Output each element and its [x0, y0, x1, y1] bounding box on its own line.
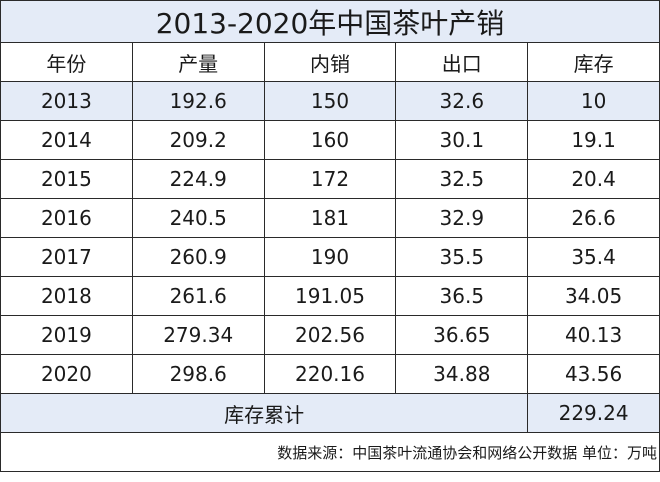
table-cell: 160: [263, 120, 397, 160]
table-cell: 2013: [0, 81, 133, 121]
table-cell: 2020: [0, 354, 133, 394]
table-cell: 202.56: [263, 315, 397, 355]
table-cell: 191.05: [263, 276, 397, 316]
table-cell: 40.13: [527, 315, 660, 355]
table-row: 2019 279.34 202.56 36.65 40.13: [0, 315, 660, 355]
table-cell: 34.88: [395, 354, 529, 394]
table-cell: 2019: [0, 315, 133, 355]
table-cell: 224.9: [131, 159, 265, 199]
table-title: 2013-2020年中国茶叶产销: [0, 0, 660, 43]
table-cell: 32.9: [395, 198, 529, 238]
tea-production-table: 2013-2020年中国茶叶产销 年份 产量 内销 出口 库存 2013 192.6 150…: [0, 0, 660, 472]
table-cell: 279.34: [131, 315, 265, 355]
table-row: 2014 209.2 160 30.1 19.1: [0, 120, 660, 160]
table-cell: 150: [263, 81, 397, 121]
column-header: 年份: [0, 42, 133, 82]
table-cell: 2018: [0, 276, 133, 316]
table-cell: 20.4: [527, 159, 660, 199]
summary-row: 库存累计 229.24: [0, 393, 660, 433]
table-cell: 298.6: [131, 354, 265, 394]
table-cell: 2015: [0, 159, 133, 199]
table-cell: 43.56: [527, 354, 660, 394]
table-row: 2016 240.5 181 32.9 26.6: [0, 198, 660, 238]
table-cell: 26.6: [527, 198, 660, 238]
table-row: 2020 298.6 220.16 34.88 43.56: [0, 354, 660, 394]
table-cell: 32.5: [395, 159, 529, 199]
table-cell: 172: [263, 159, 397, 199]
table-cell: 220.16: [263, 354, 397, 394]
table-cell: 190: [263, 237, 397, 277]
table-cell: 260.9: [131, 237, 265, 277]
summary-value: 229.24: [527, 393, 660, 433]
table-cell: 30.1: [395, 120, 529, 160]
table-cell: 36.65: [395, 315, 529, 355]
header-row: 年份 产量 内销 出口 库存: [0, 42, 660, 82]
table-cell: 2014: [0, 120, 133, 160]
table-cell: 261.6: [131, 276, 265, 316]
column-header: 产量: [131, 42, 265, 82]
footnote: 数据来源：中国茶叶流通协会和网络公开数据 单位：万吨: [0, 432, 660, 472]
column-header: 库存: [527, 42, 660, 82]
summary-label: 库存累计: [0, 393, 529, 433]
table-cell: 240.5: [131, 198, 265, 238]
table-cell: 2016: [0, 198, 133, 238]
table-cell: 36.5: [395, 276, 529, 316]
table-cell: 35.4: [527, 237, 660, 277]
table-cell: 2017: [0, 237, 133, 277]
table-cell: 35.5: [395, 237, 529, 277]
table-cell: 34.05: [527, 276, 660, 316]
footnote-row: 数据来源：中国茶叶流通协会和网络公开数据 单位：万吨: [0, 432, 660, 472]
table-row: 2017 260.9 190 35.5 35.4: [0, 237, 660, 277]
table-cell: 10: [527, 81, 660, 121]
table-cell: 181: [263, 198, 397, 238]
table-cell: 32.6: [395, 81, 529, 121]
column-header: 出口: [395, 42, 529, 82]
table-row: 2015 224.9 172 32.5 20.4: [0, 159, 660, 199]
table-row: 2013 192.6 150 32.6 10: [0, 81, 660, 121]
table-row: 2018 261.6 191.05 36.5 34.05: [0, 276, 660, 316]
table-cell: 19.1: [527, 120, 660, 160]
title-row: 2013-2020年中国茶叶产销: [0, 0, 660, 43]
table-cell: 192.6: [131, 81, 265, 121]
table-cell: 209.2: [131, 120, 265, 160]
column-header: 内销: [263, 42, 397, 82]
